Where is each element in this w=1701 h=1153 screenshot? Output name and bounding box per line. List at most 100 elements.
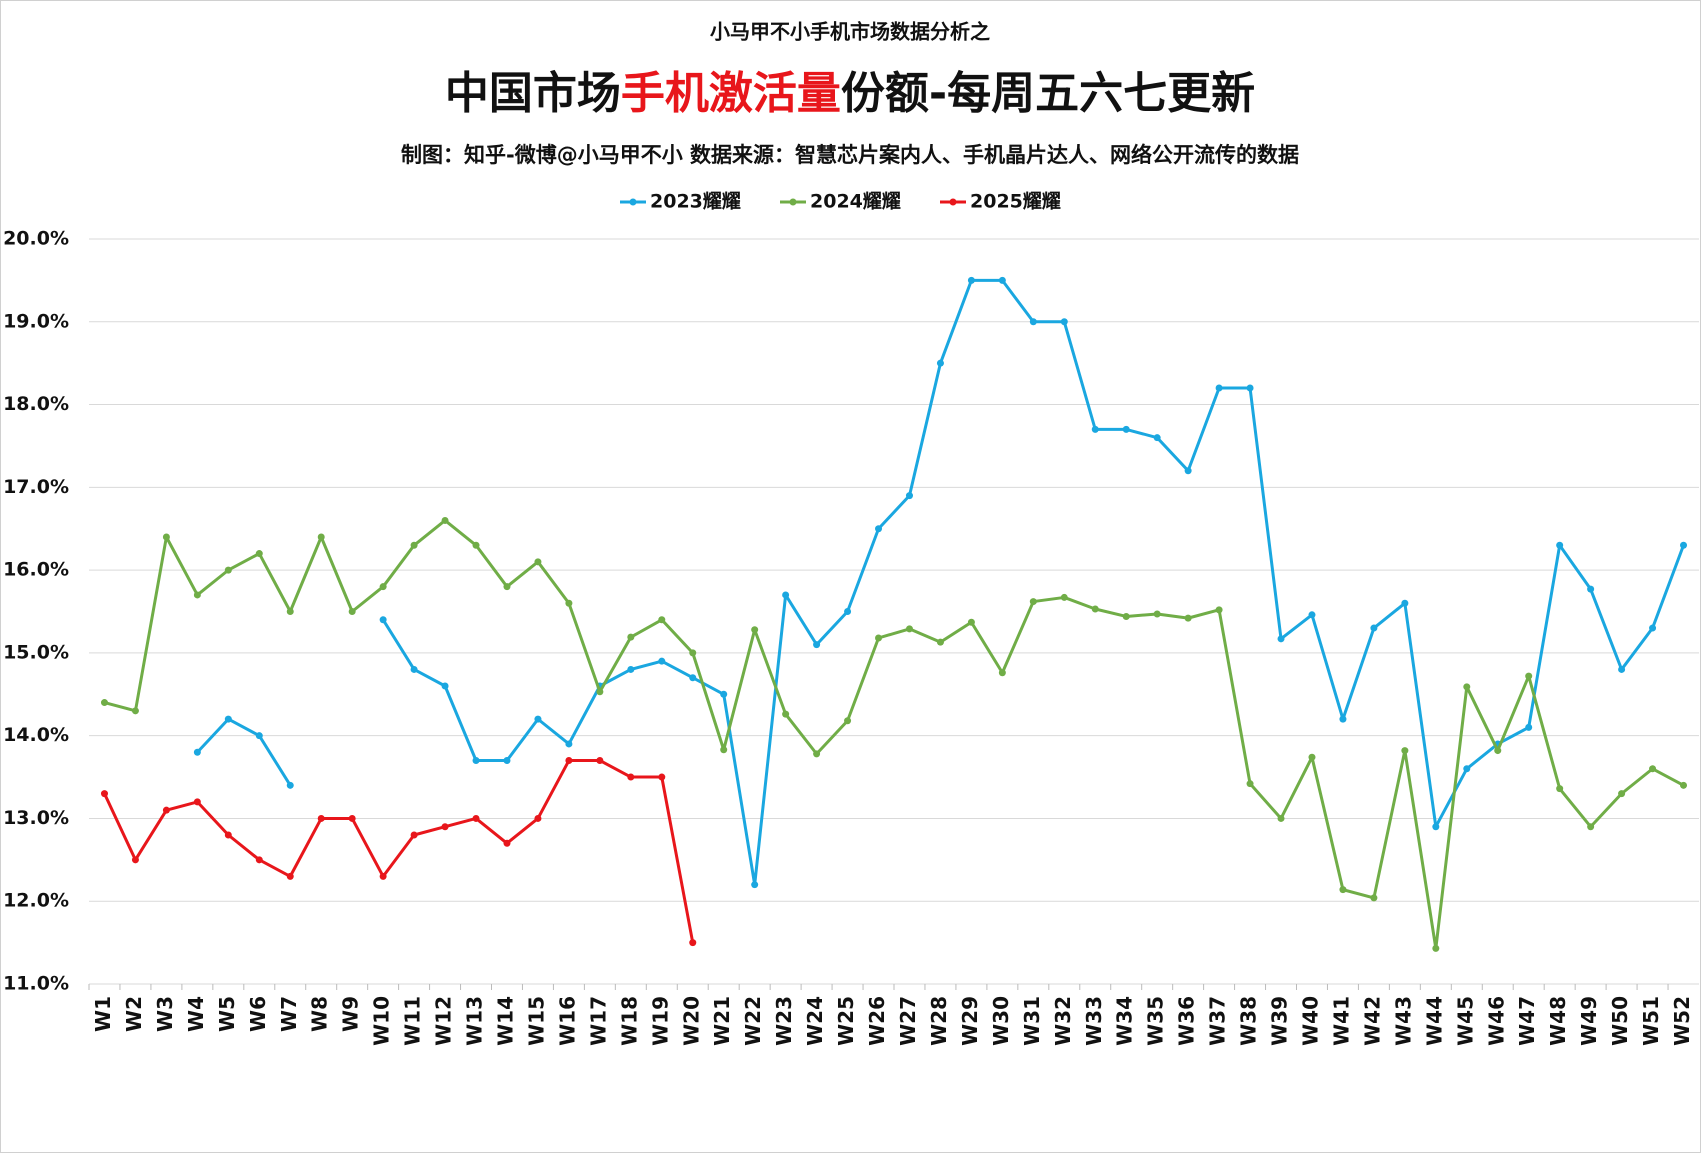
x-tick-label: W12 bbox=[432, 996, 456, 1046]
data-point bbox=[1339, 886, 1347, 894]
data-point bbox=[534, 715, 542, 723]
data-point bbox=[379, 872, 387, 880]
data-point bbox=[1680, 781, 1688, 789]
x-tick-label: W15 bbox=[524, 996, 548, 1046]
data-point bbox=[441, 682, 449, 690]
x-tick-label: W5 bbox=[215, 996, 239, 1032]
data-point bbox=[472, 757, 480, 764]
data-point bbox=[193, 798, 201, 806]
x-tick-label: W39 bbox=[1268, 996, 1292, 1046]
x-tick-label: W25 bbox=[834, 996, 858, 1046]
data-point bbox=[658, 657, 666, 665]
data-point bbox=[1556, 541, 1564, 549]
data-point bbox=[503, 583, 511, 591]
x-tick-label: W34 bbox=[1113, 996, 1137, 1046]
data-point bbox=[317, 533, 325, 541]
chart-source: 制图：知乎-微博@小马甲不小 数据来源：智慧芯片案内人、手机晶片达人、网络公开流… bbox=[401, 143, 1299, 167]
data-point bbox=[379, 616, 387, 624]
legend-marker bbox=[789, 198, 797, 206]
data-point bbox=[503, 757, 511, 764]
data-point bbox=[565, 599, 573, 607]
x-tick-label: W49 bbox=[1577, 996, 1601, 1046]
x-tick-label: W8 bbox=[308, 996, 332, 1032]
x-tick-label: W7 bbox=[277, 996, 301, 1032]
data-point bbox=[193, 591, 201, 599]
data-point bbox=[1401, 599, 1409, 607]
data-point bbox=[1029, 598, 1037, 606]
x-tick-label: W27 bbox=[896, 996, 920, 1046]
data-point bbox=[627, 665, 635, 673]
data-point bbox=[1122, 612, 1130, 620]
x-tick-label: W11 bbox=[401, 996, 425, 1046]
data-point bbox=[967, 276, 975, 284]
x-tick-label: W46 bbox=[1484, 996, 1508, 1046]
x-tick-label: W21 bbox=[710, 996, 734, 1046]
data-point bbox=[286, 608, 294, 615]
data-point bbox=[1463, 765, 1471, 773]
y-tick-label: 14.0% bbox=[3, 724, 69, 746]
x-tick-label: W18 bbox=[617, 996, 641, 1046]
data-point bbox=[1029, 318, 1037, 326]
x-tick-label: W9 bbox=[339, 996, 363, 1032]
x-tick-label: W35 bbox=[1144, 996, 1168, 1046]
data-point bbox=[348, 608, 356, 615]
legend-marker bbox=[949, 198, 957, 206]
x-tick-label: W29 bbox=[958, 996, 982, 1046]
data-point bbox=[565, 740, 573, 748]
data-point bbox=[1587, 585, 1595, 593]
data-point bbox=[193, 748, 201, 756]
data-point bbox=[1308, 611, 1316, 619]
data-point bbox=[1339, 715, 1347, 723]
data-point bbox=[720, 690, 728, 698]
x-tick-label: W50 bbox=[1608, 996, 1632, 1046]
x-tick-label: W1 bbox=[91, 996, 115, 1032]
data-point bbox=[1432, 823, 1440, 831]
data-point bbox=[348, 814, 356, 822]
x-tick-label: W10 bbox=[370, 996, 394, 1046]
data-point bbox=[224, 831, 232, 839]
chart-subtitle: 小马甲不小手机市场数据分析之 bbox=[710, 20, 990, 44]
data-point bbox=[410, 541, 418, 549]
data-point bbox=[658, 773, 666, 781]
x-tick-label: W22 bbox=[741, 996, 765, 1046]
data-point bbox=[1618, 665, 1626, 673]
data-point bbox=[441, 823, 449, 831]
data-point bbox=[286, 781, 294, 789]
data-point bbox=[534, 558, 542, 566]
x-tick-label: W24 bbox=[803, 996, 827, 1046]
legend-label: 2025耀耀 bbox=[970, 191, 1061, 213]
data-point bbox=[224, 566, 232, 574]
data-point bbox=[967, 618, 975, 626]
data-point bbox=[410, 665, 418, 673]
y-tick-label: 12.0% bbox=[3, 890, 69, 912]
y-tick-label: 19.0% bbox=[3, 310, 69, 332]
data-point bbox=[813, 750, 821, 758]
title-part: 中国市场 bbox=[445, 68, 621, 119]
x-tick-label: W33 bbox=[1082, 996, 1106, 1046]
x-tick-label: W20 bbox=[679, 996, 703, 1046]
data-point bbox=[751, 626, 759, 634]
data-point bbox=[936, 638, 944, 646]
data-point bbox=[1091, 605, 1099, 613]
data-point bbox=[1618, 790, 1626, 798]
title-highlight: 手机激活量 bbox=[621, 68, 841, 119]
data-point bbox=[472, 814, 480, 822]
data-point bbox=[534, 814, 542, 822]
x-tick-label: W19 bbox=[648, 996, 672, 1046]
y-tick-label: 11.0% bbox=[3, 973, 69, 995]
x-tick-label: W45 bbox=[1453, 996, 1477, 1046]
data-point bbox=[1091, 425, 1099, 433]
series-line bbox=[104, 518, 1685, 950]
y-tick-label: 17.0% bbox=[3, 476, 69, 498]
data-point bbox=[689, 649, 697, 657]
data-point bbox=[720, 746, 728, 754]
data-point bbox=[1184, 614, 1192, 622]
x-tick-label: W17 bbox=[586, 996, 610, 1046]
data-point bbox=[1277, 814, 1285, 822]
data-point bbox=[1401, 747, 1409, 755]
data-point bbox=[936, 359, 944, 367]
legend-label: 2023耀耀 bbox=[650, 191, 741, 213]
legend-marker bbox=[629, 198, 637, 206]
x-tick-label: W14 bbox=[493, 996, 517, 1046]
